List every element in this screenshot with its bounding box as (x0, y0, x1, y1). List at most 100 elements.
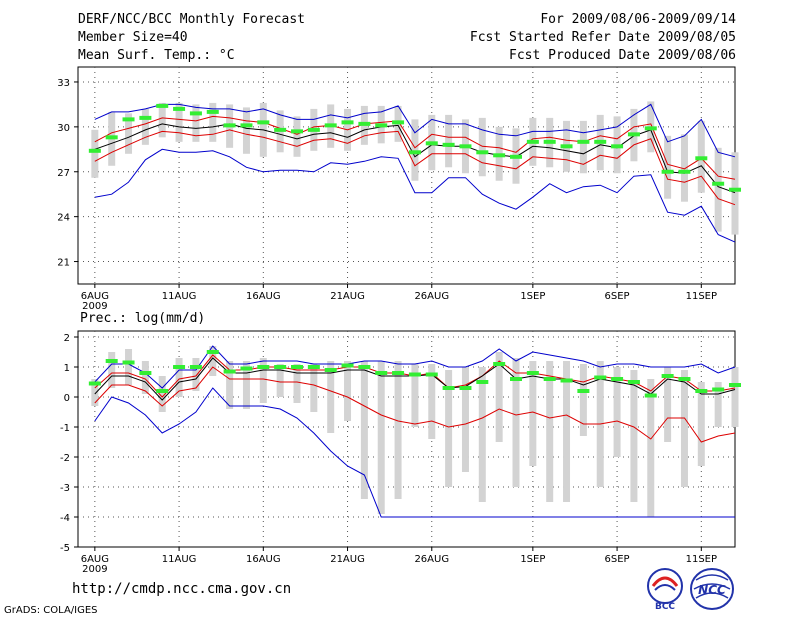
ensemble-mean-marker (240, 366, 253, 371)
ensemble-mean-marker (510, 377, 522, 381)
ensemble-mean-marker (442, 386, 455, 390)
ensemble-mean-marker (375, 371, 388, 375)
ensemble-mean-marker (189, 111, 202, 116)
min-line (94, 387, 735, 518)
ncc-logo-text: NCC (698, 583, 726, 597)
spread-box (91, 129, 99, 178)
ensemble-mean-marker (291, 365, 303, 369)
spread-box (259, 358, 267, 403)
ensemble-mean-marker (577, 139, 590, 144)
ensemble-mean-marker (324, 368, 337, 372)
spread-box (344, 361, 352, 421)
spread-box (125, 349, 133, 385)
ensemble-mean-marker (644, 126, 657, 131)
ensemble-mean-marker (408, 150, 421, 155)
ensemble-mean-marker (493, 362, 506, 366)
ensemble-mean-marker (341, 363, 354, 368)
spread-box (394, 361, 402, 499)
ensemble-mean-marker (358, 121, 371, 126)
bcc-logo: BCC (647, 568, 683, 612)
spread-box (327, 361, 335, 433)
ensemble-mean-marker (577, 389, 590, 393)
ensemble-mean-marker (729, 187, 741, 192)
ensemble-mean-marker (729, 383, 741, 387)
ensemble-mean-marker (712, 181, 725, 186)
ensemble-mean-marker (206, 350, 219, 354)
spread-box (731, 152, 739, 235)
spread-box (141, 108, 149, 145)
spread-box (579, 120, 587, 174)
spread-box (697, 382, 705, 466)
chart-title: DERF/NCC/BCC Monthly Forecast (78, 12, 305, 27)
ensemble-mean-marker (644, 393, 657, 398)
x-tick-label: 26AUG (414, 554, 449, 565)
max-line (94, 103, 736, 158)
source-url[interactable]: http://cmdp.ncc.cma.gov.cn (72, 581, 292, 597)
spread-box (192, 104, 200, 142)
ensemble-mean-marker (122, 117, 135, 122)
spread-box (242, 107, 250, 154)
ensemble-mean-marker (510, 154, 522, 159)
spread-box (360, 361, 368, 499)
ensemble-mean-marker (206, 109, 219, 114)
ensemble-mean-marker (678, 377, 691, 381)
y-tick-label: 30 (57, 123, 70, 134)
ensemble-mean-marker (661, 374, 674, 378)
y-tick-label: -5 (60, 543, 70, 554)
spread-box (613, 367, 621, 457)
spread-box (125, 113, 133, 154)
forecast-start-date: Fcst Started Refer Date 2009/08/05 (469, 30, 736, 45)
y-tick-label: -1 (60, 423, 70, 434)
spread-box (478, 367, 486, 502)
lower-quartile-line (94, 129, 736, 206)
max-line (94, 345, 736, 389)
ensemble-mean-marker (661, 169, 674, 174)
ensemble-mean-marker (476, 380, 489, 384)
spread-box (175, 358, 183, 397)
ensemble-mean-marker (341, 120, 354, 125)
spread-box (158, 376, 166, 412)
x-tick-label: 11SEP (686, 554, 717, 565)
spread-box (91, 379, 99, 406)
x-tick-label: 1SEP (520, 554, 545, 565)
spread-box (108, 352, 116, 388)
spread-box (192, 358, 200, 391)
spread-box (563, 361, 571, 502)
ensemble-mean-marker (627, 132, 640, 137)
ensemble-mean-marker (274, 365, 287, 369)
ensemble-mean-marker (611, 144, 624, 149)
spread-box (680, 134, 688, 202)
ensemble-mean-marker (105, 135, 118, 140)
ensemble-mean-marker (257, 365, 270, 369)
spread-box (461, 367, 469, 472)
spread-box (209, 102, 217, 142)
spread-box (546, 361, 554, 502)
ensemble-mean-marker (678, 169, 691, 174)
spread-box (664, 367, 672, 442)
lower-quartile-line (94, 366, 736, 443)
y-tick-label: 33 (57, 78, 70, 89)
y-tick-label: 1 (64, 363, 70, 374)
plot-frame (77, 330, 736, 548)
x-tick-label: 6AUG (81, 554, 109, 565)
median-line (94, 123, 736, 194)
y-tick-label: -4 (60, 513, 70, 524)
spread-box (630, 370, 638, 502)
ensemble-mean-marker (88, 381, 101, 386)
x-tick-label: 1SEP (520, 291, 545, 302)
ensemble-mean-marker (627, 380, 640, 384)
y-tick-label: 27 (57, 168, 70, 179)
ensemble-mean-marker (543, 139, 556, 144)
x-tick-label: 6SEP (605, 291, 630, 302)
x-tick-label: 11AUG (162, 291, 197, 302)
grads-credit: GrADS: COLA/IGES (4, 605, 98, 616)
spread-box (158, 102, 166, 138)
member-size: Member Size=40 (78, 30, 188, 45)
temperature-panel: 21 24 27 30 33 6AUG 11AUG 16AUG 21AUG 26AUG 1SEP 6S… (57, 66, 741, 312)
temp-panel-title: Mean Surf. Temp.: °C (78, 48, 235, 63)
ensemble-mean-marker (173, 365, 186, 369)
ensemble-mean-marker (695, 156, 708, 161)
ensemble-mean-marker (594, 139, 607, 144)
spread-box (664, 135, 672, 199)
ensemble-mean-marker (408, 372, 421, 377)
